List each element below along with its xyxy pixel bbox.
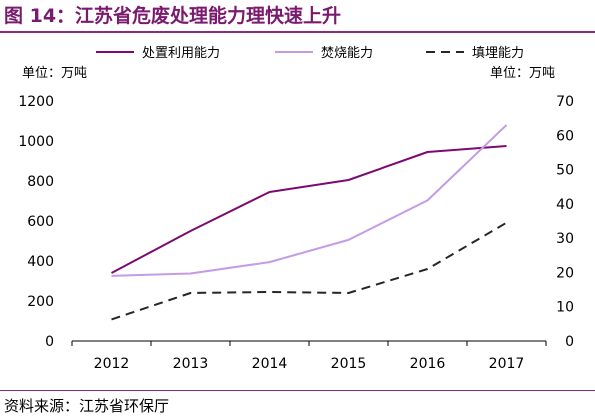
left-axis-ticks: 0 200 400 600 800 1000 1200 bbox=[18, 94, 54, 350]
x-tick-label: 2012 bbox=[94, 356, 130, 372]
right-axis-ticks: 0 10 20 30 40 50 60 70 bbox=[556, 94, 574, 350]
source-note: 资料来源：江苏省环保厅 bbox=[4, 397, 170, 415]
x-axis-ticks: 2012 2013 2014 2015 2016 2017 bbox=[71, 341, 547, 372]
right-tick-label: 40 bbox=[556, 197, 574, 213]
right-tick-label: 50 bbox=[556, 163, 574, 179]
legend-label-1: 处置利用能力 bbox=[142, 46, 220, 61]
chart-series bbox=[111, 124, 508, 321]
figure-title: 图 14：江苏省危废处理能力理快速上升 bbox=[4, 5, 342, 27]
x-tick-label: 2016 bbox=[410, 356, 446, 372]
right-tick-label: 70 bbox=[556, 94, 574, 110]
series-line-2 bbox=[111, 124, 508, 277]
line-chart: 处置利用能力 焚烧能力 填埋能力 单位：万吨 单位：万吨 0200400600800… bbox=[18, 46, 574, 372]
x-tick-label: 2013 bbox=[173, 356, 209, 372]
left-tick-label: 800 bbox=[27, 174, 54, 190]
title-divider bbox=[0, 31, 595, 33]
x-tick-label: 2014 bbox=[252, 356, 288, 372]
legend-label-3: 填埋能力 bbox=[472, 46, 524, 61]
series-line-1 bbox=[111, 145, 507, 274]
right-tick-label: 60 bbox=[556, 128, 574, 144]
right-tick-label: 10 bbox=[556, 300, 574, 316]
right-axis-unit-label: 单位：万吨 bbox=[490, 66, 555, 81]
x-tick-label: 2015 bbox=[331, 356, 367, 372]
left-tick-label: 600 bbox=[27, 214, 54, 230]
left-tick-label: 0 bbox=[45, 334, 54, 350]
chart-legend: 处置利用能力 焚烧能力 填埋能力 bbox=[96, 46, 524, 61]
left-tick-label: 400 bbox=[27, 254, 54, 270]
right-tick-label: 20 bbox=[556, 265, 574, 281]
series-line-3 bbox=[111, 221, 508, 321]
left-axis-unit-label: 单位：万吨 bbox=[22, 66, 87, 81]
legend-label-2: 焚烧能力 bbox=[321, 46, 373, 61]
left-tick-label: 1200 bbox=[18, 94, 54, 110]
right-tick-label: 0 bbox=[565, 334, 574, 350]
source-divider bbox=[0, 390, 595, 391]
x-tick-label: 2017 bbox=[489, 356, 525, 372]
right-tick-label: 30 bbox=[556, 231, 574, 247]
left-tick-label: 1000 bbox=[18, 134, 54, 150]
left-tick-label: 200 bbox=[27, 294, 54, 310]
